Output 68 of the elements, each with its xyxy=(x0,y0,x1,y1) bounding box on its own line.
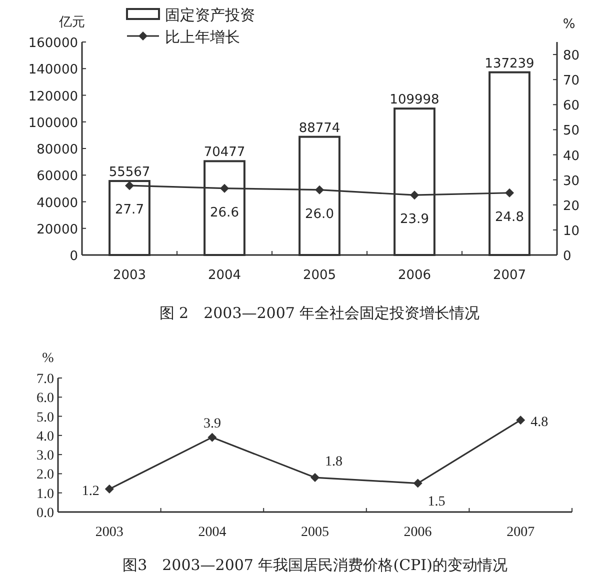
y-tick-label: 40000 xyxy=(36,196,78,211)
y-tick-label: 1.0 xyxy=(36,486,54,502)
x-tick-label: 2003 xyxy=(112,268,146,283)
y-tick-label: 160000 xyxy=(28,36,78,51)
y-tick-label: 7.0 xyxy=(36,372,54,387)
point xyxy=(310,473,320,482)
y-tick-label: 6.0 xyxy=(36,391,54,406)
y-axis-title: % xyxy=(42,351,54,366)
data-label: 4.8 xyxy=(530,415,548,430)
data-label: 109998 xyxy=(390,92,440,108)
y-tick-label: 140000 xyxy=(28,62,78,78)
data-label: 1.5 xyxy=(428,494,446,510)
x-tick-label: 2005 xyxy=(301,525,329,540)
data-label: 24.8 xyxy=(495,210,524,225)
point xyxy=(208,432,217,442)
data-label: 23.9 xyxy=(400,212,429,228)
data-label: 137239 xyxy=(484,56,534,72)
y-tick-label: 0 xyxy=(70,249,78,264)
point xyxy=(125,181,134,190)
x-tick-label: 2006 xyxy=(398,268,432,283)
y2-tick-label: 40 xyxy=(563,148,580,164)
data-label: 55567 xyxy=(108,165,150,180)
x-tick-label: 2006 xyxy=(404,525,432,540)
y-tick-label: 100000 xyxy=(28,116,78,131)
y-tick-label: 0.0 xyxy=(36,506,54,521)
y-tick-label: 4.0 xyxy=(36,429,54,444)
text: 图 2 2003—2007 年全社会固定投资增长情况 xyxy=(159,304,480,322)
x-tick-label: 2005 xyxy=(302,268,336,283)
y2-tick-label: 70 xyxy=(563,74,580,89)
legend-label: 比上年增长 xyxy=(165,28,240,46)
point xyxy=(315,185,324,194)
y-tick-label: 60000 xyxy=(36,169,78,184)
y-tick-label: 80000 xyxy=(36,142,78,158)
point xyxy=(505,188,514,198)
data-label: 70477 xyxy=(204,145,246,160)
y2-tick-label: 0 xyxy=(563,249,572,264)
x-tick-label: 2007 xyxy=(506,525,535,540)
data-label: 1.8 xyxy=(325,454,342,470)
y2-tick-label: 50 xyxy=(563,124,580,139)
point xyxy=(104,484,114,494)
data-label: 26.6 xyxy=(210,205,239,220)
y-tick-label: 5.0 xyxy=(36,410,54,426)
legend-label: 固定资产投资 xyxy=(165,6,255,24)
data-label: 26.0 xyxy=(305,206,334,222)
x-tick-label: 2007 xyxy=(492,268,526,283)
point xyxy=(413,478,422,488)
point xyxy=(410,190,419,200)
y2-axis-title: % xyxy=(562,17,576,32)
y2-tick-label: 80 xyxy=(563,48,580,64)
data-label: 1.2 xyxy=(82,484,100,500)
x-tick-label: 2004 xyxy=(198,525,226,540)
y-tick-label: 2.0 xyxy=(36,468,54,483)
point xyxy=(516,416,526,425)
y2-tick-label: 60 xyxy=(563,98,580,114)
point xyxy=(220,184,229,193)
data-label: 3.9 xyxy=(203,416,221,432)
data-label: 27.7 xyxy=(115,202,144,218)
x-tick-label: 2004 xyxy=(208,268,242,283)
data-label: 88774 xyxy=(298,120,340,136)
y2-tick-label: 30 xyxy=(563,174,580,189)
y-tick-label: 120000 xyxy=(28,89,78,104)
y-axis-title: 亿元 xyxy=(58,15,85,30)
x-tick-label: 2003 xyxy=(95,525,124,540)
y2-tick-label: 20 xyxy=(563,198,580,214)
text: 图3 2003—2007 年我国居民消费价格(CPI)的变动情况 xyxy=(122,556,508,574)
y2-tick-label: 10 xyxy=(563,224,580,239)
y-tick-label: 20000 xyxy=(36,222,78,238)
y-tick-label: 3.0 xyxy=(36,448,54,464)
